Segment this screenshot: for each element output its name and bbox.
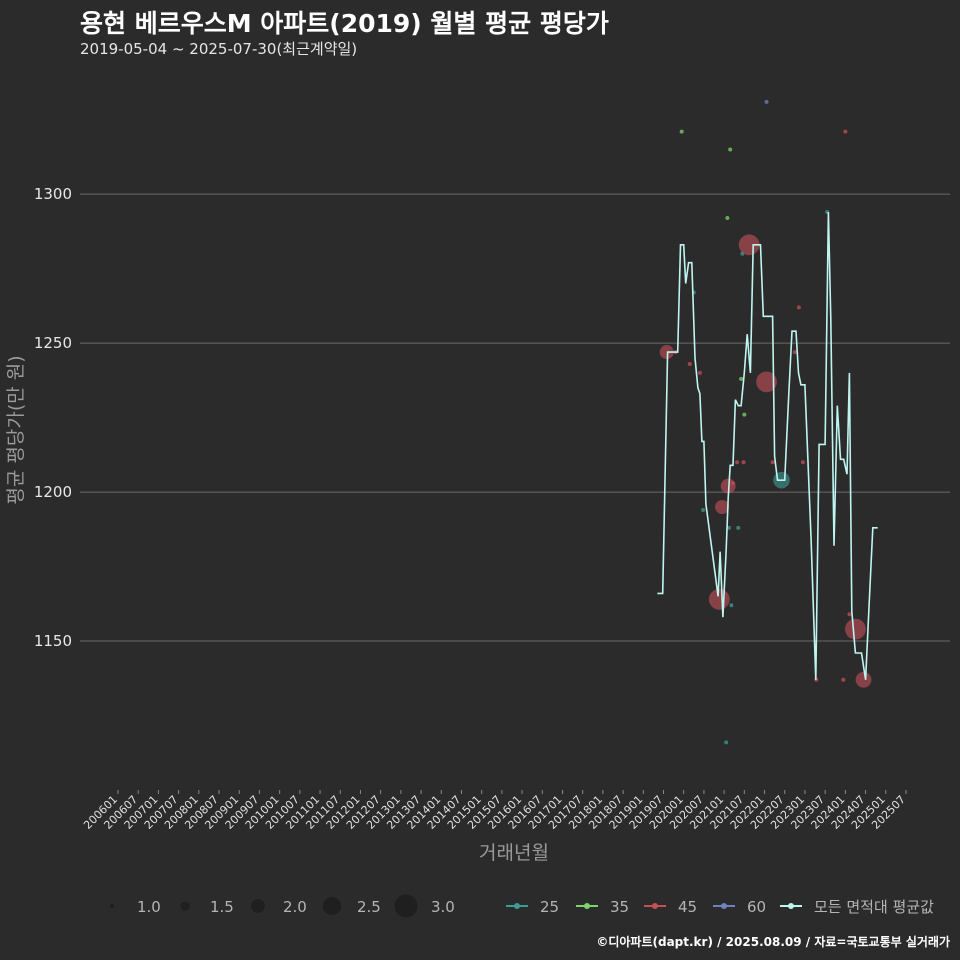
size-legend-symbol xyxy=(109,903,115,909)
scatter-point-s45 xyxy=(756,371,777,393)
color-legend-dot xyxy=(721,903,727,909)
color-legend-dot xyxy=(652,903,658,909)
scatter-point-s45 xyxy=(845,618,866,640)
size-legend-label: 2.5 xyxy=(357,898,381,916)
scatter-point-s25 xyxy=(726,525,731,530)
scatter-point-s45 xyxy=(800,460,805,465)
color-legend-label: 45 xyxy=(678,898,697,916)
scatter-point-s60 xyxy=(764,99,769,104)
color-legend-label: 모든 면적대 평균값 xyxy=(814,898,934,916)
color-legend-dot xyxy=(584,903,590,909)
scatter-point-s45 xyxy=(731,481,736,486)
scatter-point-s35 xyxy=(679,129,684,134)
scatter-point-s35 xyxy=(725,216,730,220)
scatter-point-s45 xyxy=(841,677,846,682)
scatter-point-s45 xyxy=(770,460,775,465)
size-legend-symbol xyxy=(322,896,342,916)
chart-subtitle: 2019-05-04 ~ 2025-07-30(최근계약일) xyxy=(80,40,358,58)
scatter-point-s35 xyxy=(742,412,747,417)
scatter-point-s25 xyxy=(729,603,734,608)
size-legend-symbol xyxy=(251,899,265,913)
size-legend-label: 1.5 xyxy=(210,898,234,916)
footer-credit: ©디아파트(dapt.kr) / 2025.08.09 / 자료=국토교통부 실… xyxy=(596,935,950,949)
scatter-point-s25 xyxy=(724,740,729,745)
scatter-points xyxy=(659,99,872,745)
scatter-point-s45 xyxy=(715,499,730,515)
scatter-point-s25 xyxy=(736,525,741,530)
scatter-point-s35 xyxy=(739,376,744,381)
scatter-point-s45 xyxy=(708,588,730,610)
scatter-point-s45 xyxy=(687,361,692,366)
y-axis-title: 평균 평당가(만 원) xyxy=(5,355,27,504)
average-price-line xyxy=(657,211,878,680)
y-tick-label: 1300 xyxy=(34,185,72,203)
scatter-point-s45 xyxy=(659,345,674,360)
color-legend-dot xyxy=(788,903,794,909)
scatter-point-s45 xyxy=(738,234,760,256)
scatter-point-s45 xyxy=(792,350,797,355)
scatter-point-s45 xyxy=(847,612,852,617)
size-legend-label: 1.0 xyxy=(137,898,161,916)
scatter-point-s45 xyxy=(855,671,872,688)
chart-title: 용현 베르우스M 아파트(2019) 월별 평균 평당가 xyxy=(80,9,609,38)
size-legend-label: 3.0 xyxy=(431,898,455,916)
scatter-point-s45 xyxy=(735,460,740,465)
scatter-point-s45 xyxy=(741,460,746,465)
color-legend-dot xyxy=(514,903,520,909)
size-legend: 1.0 1.5 2.0 2.5 3.0 xyxy=(109,894,455,918)
size-legend-label: 2.0 xyxy=(283,898,307,916)
scatter-point-s25 xyxy=(701,507,706,512)
size-legend-symbol xyxy=(394,894,418,918)
y-tick-label: 1200 xyxy=(34,483,72,501)
scatter-point-s35 xyxy=(728,147,733,152)
x-axis-title: 거래년월 xyxy=(479,842,549,864)
grid-lines xyxy=(80,193,950,642)
x-axis-ticks: 2006012006072007012007072008012008072009… xyxy=(81,790,908,832)
color-legend-label: 25 xyxy=(540,898,559,916)
y-tick-label: 1250 xyxy=(34,334,72,352)
scatter-point-s45 xyxy=(697,370,702,375)
color-legend-label: 60 xyxy=(747,898,766,916)
y-axis-ticks: 1150 1200 1250 1300 xyxy=(34,185,72,650)
scatter-point-s45 xyxy=(796,305,801,310)
size-legend-symbol xyxy=(180,901,190,911)
y-tick-label: 1150 xyxy=(34,632,72,650)
color-legend-label: 35 xyxy=(610,898,629,916)
scatter-point-s45 xyxy=(843,129,848,134)
color-legend: 25 35 45 60 모든 면적대 평균값 xyxy=(506,898,934,916)
